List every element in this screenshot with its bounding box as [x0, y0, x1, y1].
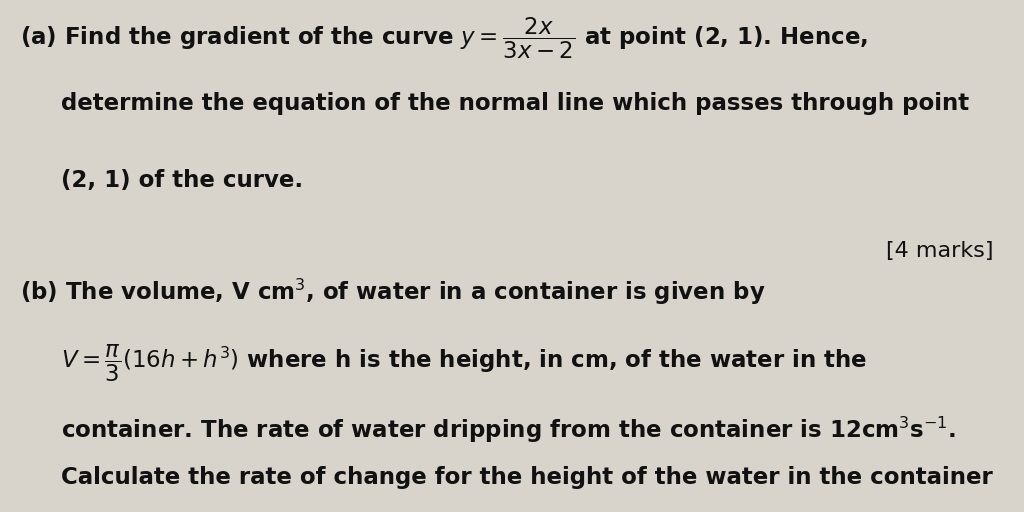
- Text: $V = \dfrac{\pi}{3}(16h + h^3)$ where h is the height, in cm, of the water in th: $V = \dfrac{\pi}{3}(16h + h^3)$ where h …: [61, 343, 867, 384]
- Text: determine the equation of the normal line which passes through point: determine the equation of the normal lin…: [61, 92, 970, 115]
- Text: (2, 1) of the curve.: (2, 1) of the curve.: [61, 169, 303, 192]
- Text: (a) Find the gradient of the curve $y = \dfrac{2x}{3x-2}$ at point (2, 1). Hence: (a) Find the gradient of the curve $y = …: [20, 15, 868, 60]
- Text: (b) The volume, V cm$^3$, of water in a container is given by: (b) The volume, V cm$^3$, of water in a …: [20, 276, 766, 307]
- Text: [4 marks]: [4 marks]: [886, 241, 993, 261]
- Text: Calculate the rate of change for the height of the water in the container: Calculate the rate of change for the hei…: [61, 466, 993, 489]
- Text: container. The rate of water dripping from the container is 12cm$^3$s$^{-1}$.: container. The rate of water dripping fr…: [61, 415, 956, 445]
